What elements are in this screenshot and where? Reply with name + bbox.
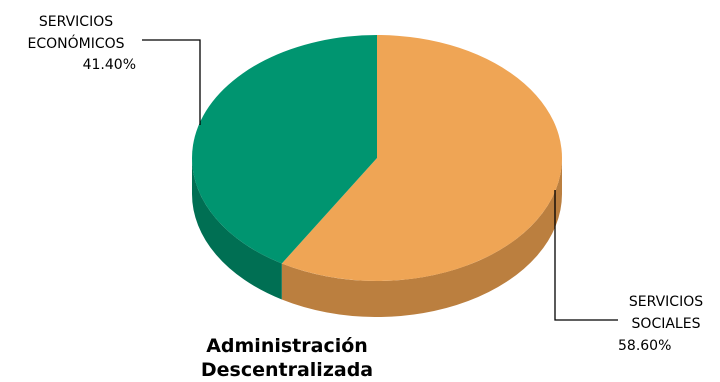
slice-label-servicios-economicos-line1: SERVICIOS	[39, 14, 113, 30]
pie-slice-1	[192, 35, 377, 264]
pie-side-0	[281, 158, 562, 318]
chart-title-line1: Administración	[206, 335, 368, 357]
pie-side-1	[192, 158, 282, 300]
slice-label-servicios-sociales-line1: SERVICIOS	[629, 294, 703, 310]
pie-layer	[192, 35, 563, 318]
leader-line-servicios-sociales	[554, 190, 618, 321]
slice-label-servicios-economicos-line2: ECONÓMICOS	[27, 34, 124, 52]
pie-slice-0	[281, 35, 563, 281]
leader-lines	[142, 39, 618, 321]
slice-label-servicios-sociales-line2: SOCIALES	[632, 316, 701, 332]
chart-title-line2: Descentralizada	[201, 359, 373, 381]
leader-line-servicios-economicos	[142, 39, 201, 125]
slice-value-servicios-sociales: 58.60%	[618, 338, 671, 354]
slice-value-servicios-economicos: 41.40%	[83, 57, 136, 73]
